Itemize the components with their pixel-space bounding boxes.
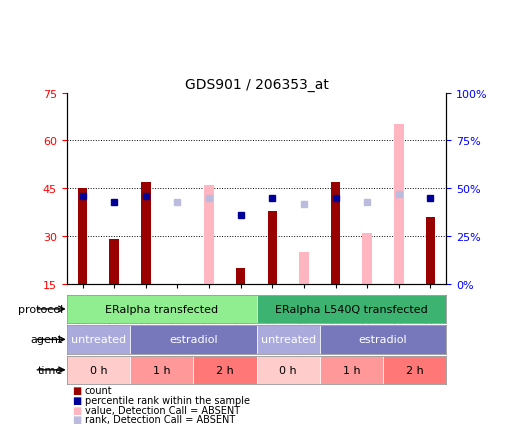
- Text: ■: ■: [72, 386, 81, 395]
- Bar: [256, 295, 446, 323]
- Text: 2 h: 2 h: [216, 365, 234, 375]
- Text: untreated: untreated: [71, 335, 126, 345]
- Bar: [256, 326, 320, 354]
- Text: 2 h: 2 h: [406, 365, 424, 375]
- Bar: [268, 211, 277, 284]
- Text: untreated: untreated: [261, 335, 315, 345]
- Bar: [109, 240, 119, 284]
- Text: 1 h: 1 h: [153, 365, 170, 375]
- Title: GDS901 / 206353_at: GDS901 / 206353_at: [185, 78, 328, 92]
- Bar: [67, 356, 130, 384]
- Bar: [130, 356, 193, 384]
- Text: estradiol: estradiol: [169, 335, 218, 345]
- Bar: [130, 326, 256, 354]
- Bar: [394, 125, 404, 284]
- Text: rank, Detection Call = ABSENT: rank, Detection Call = ABSENT: [85, 414, 235, 424]
- Bar: [299, 253, 309, 284]
- Text: percentile rank within the sample: percentile rank within the sample: [85, 395, 250, 405]
- Text: estradiol: estradiol: [359, 335, 407, 345]
- Text: ■: ■: [72, 405, 81, 414]
- Bar: [331, 182, 340, 284]
- Bar: [363, 233, 372, 284]
- Bar: [320, 356, 383, 384]
- Text: ■: ■: [72, 414, 81, 424]
- Bar: [236, 268, 245, 284]
- Bar: [383, 356, 446, 384]
- Text: protocol: protocol: [17, 304, 63, 314]
- Text: 0 h: 0 h: [279, 365, 297, 375]
- Text: ■: ■: [72, 395, 81, 405]
- Text: count: count: [85, 386, 112, 395]
- Text: ERalpha transfected: ERalpha transfected: [105, 304, 218, 314]
- Text: agent: agent: [30, 335, 63, 345]
- Text: value, Detection Call = ABSENT: value, Detection Call = ABSENT: [85, 405, 240, 414]
- Text: 0 h: 0 h: [89, 365, 107, 375]
- Bar: [78, 189, 87, 284]
- Text: ERalpha L540Q transfected: ERalpha L540Q transfected: [275, 304, 428, 314]
- Bar: [67, 326, 130, 354]
- Text: time: time: [37, 365, 63, 375]
- Bar: [141, 182, 150, 284]
- Bar: [67, 295, 256, 323]
- Bar: [193, 356, 256, 384]
- Bar: [256, 356, 320, 384]
- Bar: [426, 217, 435, 284]
- Text: 1 h: 1 h: [343, 365, 360, 375]
- Bar: [320, 326, 446, 354]
- Bar: [204, 186, 214, 284]
